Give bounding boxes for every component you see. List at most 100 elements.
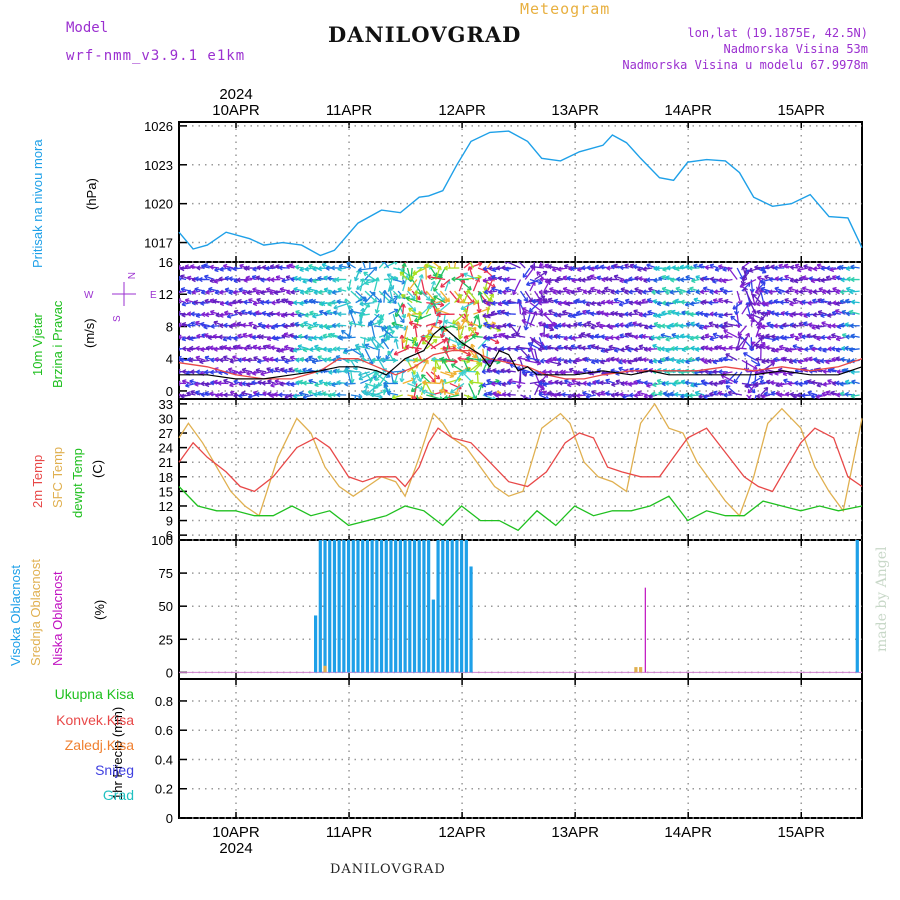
wind-arrow-head — [642, 268, 647, 272]
wind-arrow — [391, 322, 403, 327]
wind-arrow-head — [486, 369, 491, 373]
wind-arrow-head — [203, 326, 208, 330]
wind-arrow — [794, 264, 804, 269]
wind-arrow-head — [332, 348, 337, 352]
wind-arrow-head — [590, 345, 595, 349]
wind-arrow-head — [568, 337, 573, 341]
wind-arrow — [713, 299, 724, 304]
wind-arrow-head — [618, 367, 622, 372]
wind-arrow — [669, 290, 681, 294]
wind-arrow-head — [690, 303, 695, 307]
wind-arrow-head — [482, 280, 488, 284]
elevation-label: Nadmorska Visina 53m — [723, 42, 869, 56]
wind-arrow — [367, 313, 380, 327]
wind-arrow-head — [688, 395, 693, 399]
wind-arrow — [566, 277, 578, 281]
wind-arrow-head — [789, 266, 794, 271]
wind-arrow-head — [242, 292, 247, 295]
wind-arrow-head — [563, 265, 568, 270]
wind-arrow-head — [514, 348, 519, 352]
wind-arrow-head — [219, 346, 223, 351]
wind-arrow-head — [536, 271, 539, 276]
wind-arrow-head — [312, 316, 317, 319]
wind-arrow-head — [620, 383, 625, 387]
wind-arrow-head — [761, 396, 766, 399]
wind-arrow-head — [671, 334, 676, 338]
wind-arrow-head — [303, 300, 308, 305]
wind-arrow — [534, 290, 543, 303]
wind-arrow-head — [794, 280, 799, 284]
wind-arrow-head — [200, 265, 205, 270]
wind-arrow-head — [266, 338, 272, 342]
wind-arrow-head — [674, 323, 679, 328]
wind-arrow-head — [764, 275, 768, 280]
wind-arrow — [469, 262, 474, 269]
wind-arrow-head — [275, 276, 280, 281]
wind-arrow — [721, 325, 733, 329]
wind-arrow — [182, 380, 191, 385]
wind-arrow-head — [596, 393, 601, 397]
wind-arrow — [426, 301, 444, 306]
wind-arrow-head — [227, 348, 232, 352]
wind-arrow — [224, 311, 234, 315]
wind-arrow-head — [190, 371, 195, 375]
wind-arrow-head — [190, 391, 194, 395]
wind-arrow — [422, 381, 441, 385]
wind-arrow — [232, 371, 243, 374]
wind-arrow-head — [623, 281, 628, 284]
wind-arrow-head — [589, 336, 594, 340]
wind-arrow — [449, 382, 462, 390]
wind-arrow-head — [269, 312, 274, 317]
wind-arrow-head — [246, 292, 251, 295]
wind-arrow-head — [210, 382, 215, 386]
precip-legend-zaledj: Zaledj.Kisa — [64, 737, 134, 753]
wind-arrow — [628, 322, 639, 327]
wind-arrow-head — [335, 278, 340, 283]
wind-arrow — [505, 262, 521, 269]
wind-arrow-head — [765, 380, 770, 385]
wind-arrow-head — [421, 390, 426, 395]
wind-arrow-head — [331, 384, 336, 388]
wind-arrow — [508, 379, 526, 385]
wind-arrow-head — [497, 382, 502, 387]
wind-arrow-head — [754, 365, 758, 370]
y-tick-label-wind: 8 — [166, 319, 173, 334]
wind-arrow-head — [542, 391, 547, 396]
wind-arrow — [378, 262, 386, 269]
wind-arrow — [228, 368, 239, 373]
wind-arrow-head — [233, 395, 238, 399]
wind-arrow-head — [364, 344, 369, 349]
wind-arrow-head — [515, 346, 520, 351]
wind-arrow-head — [502, 279, 507, 283]
wind-arrow — [690, 347, 700, 350]
wind-arrow — [604, 348, 615, 352]
wind-arrow-head — [318, 292, 323, 295]
wind-arrow-head — [405, 346, 410, 350]
wind-arrow-head — [302, 382, 307, 386]
wind-arrow-head — [652, 300, 657, 305]
wind-arrow-head — [209, 347, 214, 351]
wind-arrow-head — [435, 308, 439, 313]
wind-arrow-head — [642, 291, 647, 295]
wind-arrow — [293, 348, 304, 352]
wind-arrow — [542, 299, 554, 304]
wind-arrow-head — [606, 300, 611, 305]
wind-arrow — [283, 333, 295, 338]
wind-arrow-head — [212, 300, 217, 304]
wind-arrow-head — [756, 327, 762, 330]
wind-arrow-head — [271, 302, 276, 306]
wind-arrow-head — [749, 270, 754, 273]
wind-arrow-head — [575, 358, 580, 363]
wind-arrow-head — [278, 267, 283, 271]
wind-arrow-head — [791, 313, 796, 317]
wind-arrow — [451, 363, 465, 373]
wind-arrow-head — [605, 392, 609, 397]
wind-arrow-head — [215, 314, 220, 318]
wind-arrow-head — [604, 350, 609, 354]
wind-arrow — [686, 290, 695, 293]
wind-arrow-head — [385, 356, 390, 360]
wind-arrow-head — [784, 349, 789, 353]
wind-arrow-head — [362, 405, 365, 407]
wind-arrow-head — [756, 395, 761, 399]
coords-label: lon,lat (19.1875E, 42.5N) — [687, 26, 868, 40]
